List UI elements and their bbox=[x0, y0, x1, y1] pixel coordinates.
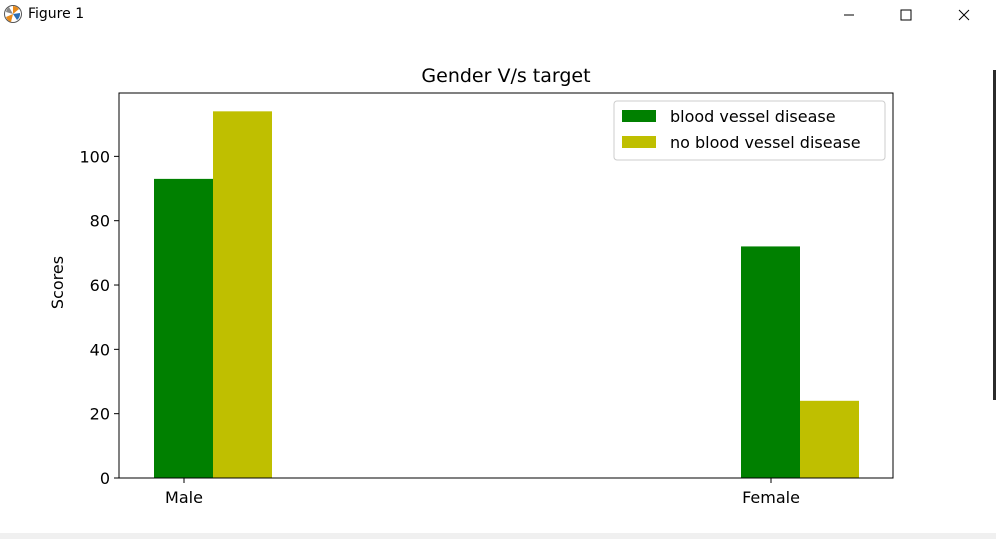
bar-male-blood-vessel-disease bbox=[154, 178, 213, 478]
legend-swatch bbox=[622, 136, 656, 148]
window-edge bbox=[993, 70, 996, 400]
minimize-button[interactable] bbox=[820, 0, 878, 30]
minimize-icon bbox=[844, 14, 854, 16]
x-tick-label: Female bbox=[742, 488, 800, 507]
bar-male-no-blood-vessel-disease bbox=[213, 111, 272, 478]
x-tick-label: Male bbox=[165, 488, 203, 507]
y-tick-label: 100 bbox=[79, 147, 110, 166]
figure-canvas: 0 20 40 60 80 100 Male Female Gender V/s target… bbox=[0, 30, 996, 533]
legend-swatch bbox=[622, 110, 656, 122]
maximize-button[interactable] bbox=[877, 0, 935, 30]
y-axis-label: Scores bbox=[48, 256, 67, 309]
bar-chart: 0 20 40 60 80 100 Male Female Gender V/s target… bbox=[48, 65, 894, 507]
bar-female-no-blood-vessel-disease bbox=[800, 400, 859, 478]
y-tick-label: 80 bbox=[90, 212, 110, 231]
close-button[interactable] bbox=[935, 0, 993, 30]
y-tick-label: 20 bbox=[90, 405, 110, 424]
chart-title: Gender V/s target bbox=[421, 65, 590, 87]
legend-label: no blood vessel disease bbox=[670, 133, 861, 152]
title-bar[interactable]: Figure 1 bbox=[0, 0, 996, 30]
y-tick-label: 0 bbox=[100, 469, 110, 488]
bar-female-blood-vessel-disease bbox=[741, 246, 800, 478]
status-bar bbox=[0, 533, 996, 539]
window-title: Figure 1 bbox=[28, 6, 85, 22]
close-icon bbox=[958, 9, 970, 21]
y-tick-label: 40 bbox=[90, 340, 110, 359]
legend-box bbox=[613, 100, 886, 161]
y-tick-label: 60 bbox=[90, 276, 110, 295]
matplotlib-logo-icon bbox=[4, 5, 22, 23]
legend: blood vessel disease no blood vessel dise… bbox=[613, 100, 886, 161]
maximize-icon bbox=[900, 9, 912, 21]
axes-frame bbox=[118, 92, 894, 479]
legend-label: blood vessel disease bbox=[670, 107, 836, 126]
